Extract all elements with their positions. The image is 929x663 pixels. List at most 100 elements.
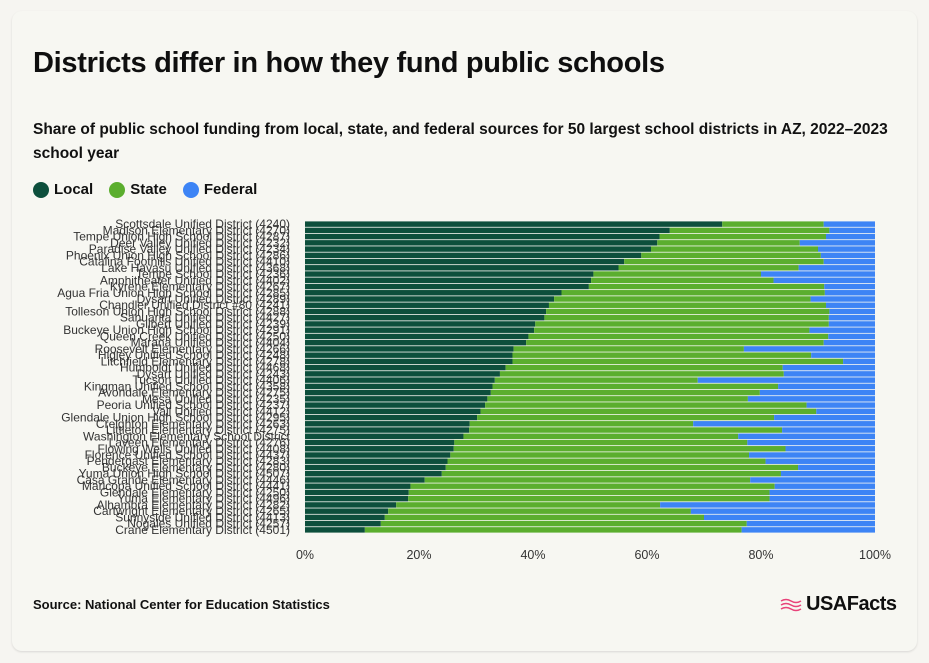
category-label-40: Yuma Union High School District (4507) [79, 467, 290, 481]
bar-local-0 [305, 221, 723, 227]
category-label-29: Peoria Unified School District (4237) [97, 398, 290, 412]
bar-federal-8 [761, 271, 875, 277]
bar-state-13 [548, 302, 826, 308]
bar-federal-41 [750, 477, 875, 483]
category-label-0: Scottsdale Unified District (4240) [115, 217, 290, 231]
bar-local-23 [305, 364, 506, 371]
bar-state-31 [477, 414, 775, 421]
bar-federal-17 [809, 327, 875, 333]
x-tick-label: 0% [296, 548, 314, 562]
bar-federal-45 [660, 502, 875, 508]
bar-local-30 [305, 408, 481, 415]
category-label-43: Glendale Elementary District (4250) [100, 485, 290, 499]
bar-state-6 [624, 258, 824, 265]
category-label-36: Flowing Wells Unified District (4408) [97, 442, 290, 456]
category-label-37: Florence Unified School District (4437) [85, 448, 290, 462]
bar-federal-18 [828, 333, 875, 340]
bar-state-28 [487, 396, 748, 402]
bar-federal-33 [782, 427, 875, 433]
bar-state-33 [469, 427, 783, 433]
bar-state-35 [454, 439, 748, 446]
x-tick-label: 100% [859, 548, 891, 562]
bar-local-40 [305, 471, 442, 477]
legend-label-federal: Federal [203, 181, 258, 198]
bar-federal-0 [823, 221, 875, 227]
bar-state-8 [593, 271, 761, 277]
bar-state-42 [410, 483, 775, 489]
bar-local-22 [305, 358, 513, 365]
bar-local-42 [305, 483, 411, 489]
bar-local-7 [305, 265, 619, 271]
bar-state-38 [447, 458, 766, 464]
bar-state-20 [513, 346, 744, 352]
bar-state-48 [380, 520, 747, 527]
bar-state-44 [408, 495, 770, 502]
bar-state-24 [499, 371, 784, 377]
bar-state-43 [408, 489, 770, 496]
bar-local-29 [305, 402, 486, 408]
x-tick-label: 80% [748, 548, 773, 562]
bar-state-18 [528, 333, 829, 340]
brand-logo: USAFacts [780, 593, 897, 616]
category-label-42: Maricopa Unified School District (4441) [82, 479, 290, 493]
category-label-25: Tucson Unified District (4406) [132, 373, 290, 387]
category-label-16: Gilbert Unified District (4239) [136, 317, 290, 331]
bar-federal-29 [806, 402, 875, 408]
bar-state-4 [650, 246, 818, 252]
bar-state-17 [534, 327, 810, 333]
x-tick-label: 60% [634, 548, 659, 562]
bar-federal-27 [759, 389, 875, 396]
category-label-10: Kyrene Elementary District (4267) [110, 280, 290, 294]
category-label-6: Catalina Foothills Unified District (441… [79, 255, 290, 269]
category-label-18: Queen Creek Unified District (4250) [100, 329, 290, 343]
bar-federal-12 [810, 296, 875, 302]
legend-swatch-state [109, 181, 126, 198]
bar-state-16 [535, 321, 829, 327]
bar-federal-6 [823, 258, 875, 265]
category-label-34: Washington Elementary School District [83, 429, 291, 443]
bar-federal-10 [824, 283, 875, 290]
bar-state-19 [526, 339, 824, 346]
category-label-22: Litchfield Elementary District (4278) [101, 354, 290, 368]
legend-item-local: Local [33, 181, 93, 198]
bar-federal-36 [785, 446, 875, 452]
bar-local-49 [305, 527, 365, 533]
x-tick-label: 40% [520, 548, 545, 562]
legend-label-state: State [130, 181, 167, 198]
bar-federal-1 [829, 227, 875, 234]
x-tick-label: 20% [406, 548, 431, 562]
category-label-2: Tempe Union High School District (4287) [73, 230, 290, 244]
bar-state-10 [588, 283, 825, 290]
category-label-48: Nogales Unified District (4257) [127, 517, 290, 531]
bar-state-9 [591, 277, 774, 283]
category-label-49: Crane Elementary District (4501) [115, 523, 290, 537]
category-label-33: Littleton Elementary District (4275) [106, 423, 290, 437]
bar-state-46 [388, 508, 691, 514]
bar-state-37 [450, 452, 750, 458]
bar-local-14 [305, 308, 547, 315]
bar-local-37 [305, 452, 451, 458]
bar-local-5 [305, 252, 642, 259]
legend-item-federal: Federal [182, 181, 258, 198]
bar-state-39 [445, 464, 799, 471]
bar-federal-47 [704, 514, 875, 521]
category-label-41: Casa Grande Elementary District (4446) [77, 473, 290, 487]
bar-federal-43 [769, 489, 875, 496]
bar-local-33 [305, 427, 470, 433]
bar-local-35 [305, 439, 455, 446]
brand-name: USAFacts [806, 593, 897, 615]
bar-state-23 [505, 364, 783, 371]
bar-local-46 [305, 508, 389, 514]
bar-federal-22 [843, 358, 875, 365]
bar-state-45 [396, 502, 661, 508]
bar-federal-25 [697, 377, 875, 383]
bar-state-5 [641, 252, 821, 259]
bar-local-15 [305, 315, 545, 321]
bar-federal-46 [690, 508, 875, 514]
bar-federal-20 [743, 346, 875, 352]
bar-local-36 [305, 446, 454, 452]
bar-federal-15 [828, 315, 875, 321]
bar-federal-7 [798, 265, 875, 271]
bar-local-6 [305, 258, 625, 265]
